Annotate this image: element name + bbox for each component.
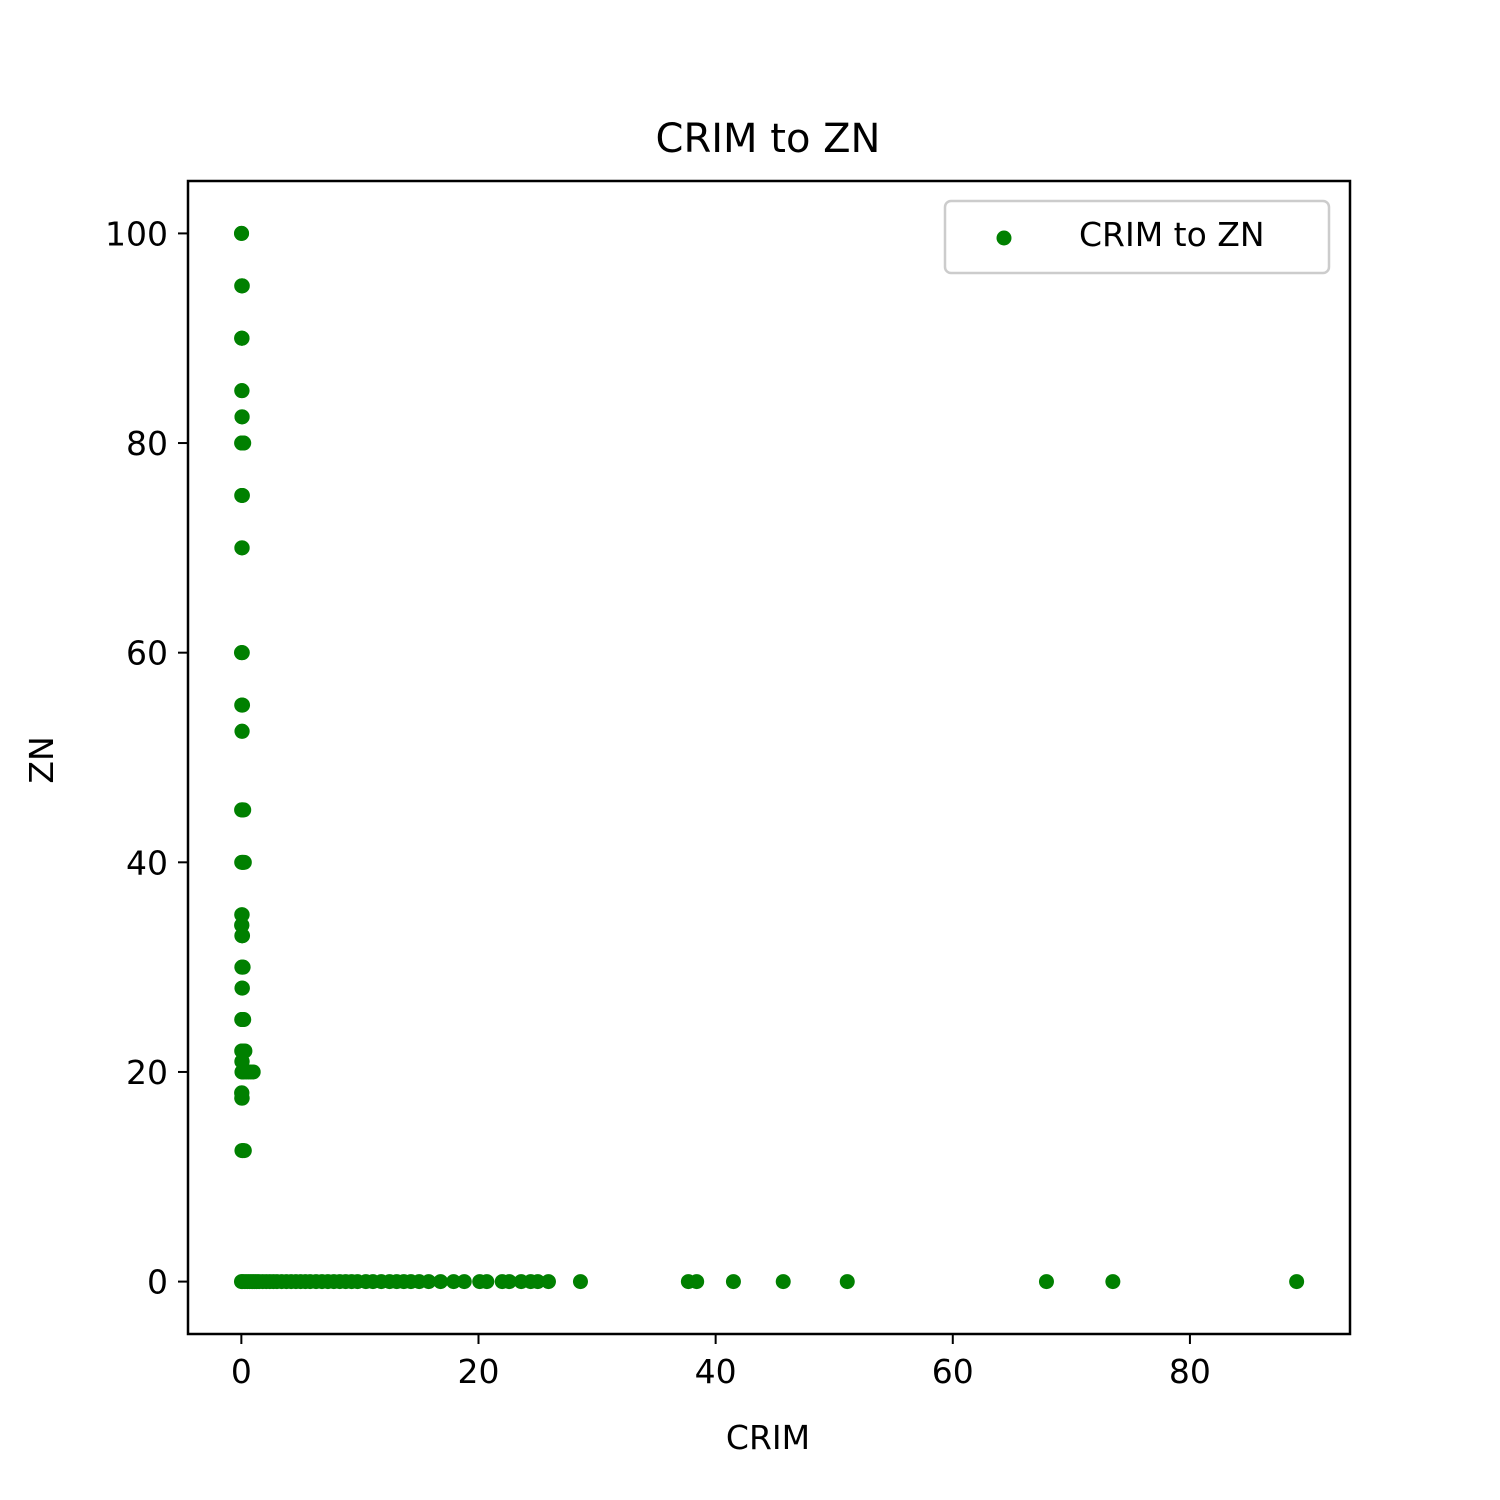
data-point [446, 1274, 462, 1290]
data-point [236, 435, 252, 451]
data-point [839, 1274, 855, 1290]
data-point [530, 1274, 546, 1290]
data-point [501, 1274, 517, 1290]
data-point [236, 802, 252, 818]
data-point [235, 928, 251, 944]
data-point [540, 1274, 556, 1290]
data-point [1105, 1274, 1121, 1290]
data-point [236, 854, 252, 870]
data-point [234, 1090, 250, 1106]
data-point [234, 278, 250, 294]
legend-label: CRIM to ZN [1079, 215, 1265, 254]
legend-box [943, 199, 1331, 275]
data-point [234, 723, 250, 739]
chart-title: CRIM to ZN [656, 116, 881, 162]
y-axis-label: ZN [22, 736, 61, 783]
data-point [456, 1274, 472, 1290]
x-tick-label: 40 [695, 1352, 737, 1391]
data-point [234, 645, 250, 661]
legend-marker [996, 230, 1012, 246]
data-point [234, 225, 250, 241]
data-point [234, 330, 250, 346]
y-tick-label: 60 [126, 634, 168, 673]
data-point [235, 697, 251, 713]
data-point [479, 1274, 495, 1290]
data-point [725, 1274, 741, 1290]
data-point [1289, 1274, 1305, 1290]
data-point [234, 383, 250, 399]
data-point [245, 1064, 261, 1080]
y-tick-label: 40 [126, 843, 168, 882]
data-point [421, 1274, 437, 1290]
data-point [572, 1274, 588, 1290]
data-point [234, 409, 250, 425]
data-point [433, 1274, 449, 1290]
data-point [234, 980, 250, 996]
data-point [775, 1274, 791, 1290]
x-tick-label: 0 [231, 1352, 252, 1391]
data-point [1038, 1274, 1054, 1290]
axes: 0 20 40 60 80 0 20 40 60 80 100 [105, 214, 1211, 1391]
y-tick-label: 20 [126, 1053, 168, 1092]
x-tick-label: 20 [458, 1352, 500, 1391]
plot-frame [186, 179, 1352, 1336]
y-tick-label: 80 [126, 424, 168, 463]
data-point [235, 959, 251, 975]
data-point [234, 487, 250, 503]
x-tick-label: 60 [932, 1352, 974, 1391]
data-point [689, 1274, 705, 1290]
y-tick-label: 0 [147, 1263, 168, 1302]
plot-area [233, 225, 1305, 1290]
x-tick-label: 80 [1169, 1352, 1211, 1391]
x-axis-label: CRIM [726, 1418, 810, 1457]
data-point [234, 540, 250, 556]
data-point [236, 1012, 252, 1028]
data-point [236, 1143, 252, 1159]
legend: CRIM to ZN [943, 199, 1331, 275]
y-tick-label: 100 [105, 214, 168, 253]
